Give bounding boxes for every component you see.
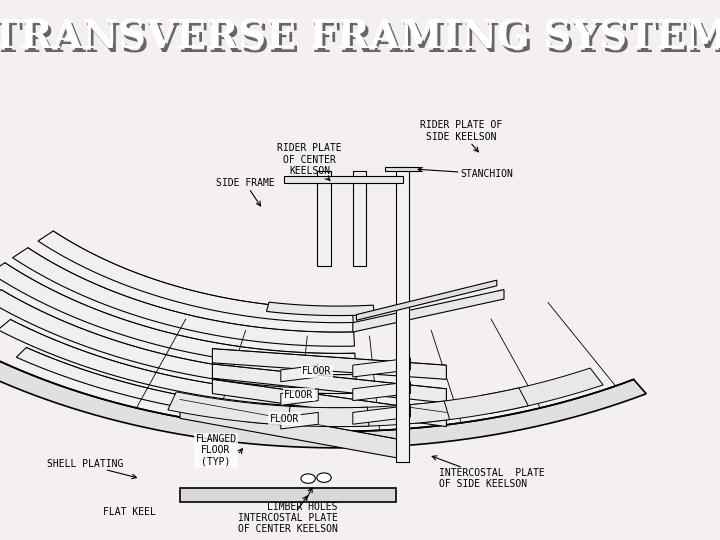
Polygon shape: [328, 401, 450, 427]
Polygon shape: [212, 379, 446, 427]
Polygon shape: [281, 389, 318, 406]
Polygon shape: [247, 403, 369, 427]
Polygon shape: [353, 172, 366, 266]
Polygon shape: [385, 167, 420, 172]
Polygon shape: [38, 231, 354, 322]
Polygon shape: [482, 368, 603, 414]
Text: FLOOR: FLOOR: [302, 366, 331, 376]
Text: INTERCOSTAL  PLATE
OF SIDE KEELSON: INTERCOSTAL PLATE OF SIDE KEELSON: [432, 456, 545, 489]
Polygon shape: [406, 388, 528, 424]
Circle shape: [301, 474, 315, 483]
Text: TRANSVERSE FRAMING SYSTEM: TRANSVERSE FRAMING SYSTEM: [0, 19, 720, 57]
Polygon shape: [281, 365, 318, 382]
Polygon shape: [168, 392, 290, 425]
Text: FLANGED
FLOOR
(TYP): FLANGED FLOOR (TYP): [195, 434, 237, 467]
Text: RIDER PLATE OF
SIDE KEELSON: RIDER PLATE OF SIDE KEELSON: [420, 120, 502, 152]
Polygon shape: [0, 318, 647, 448]
Polygon shape: [212, 349, 446, 379]
Polygon shape: [356, 280, 497, 320]
Polygon shape: [12, 248, 354, 346]
Polygon shape: [396, 167, 409, 462]
Text: TRANSVERSE FRAMING SYSTEM: TRANSVERSE FRAMING SYSTEM: [0, 23, 720, 61]
Polygon shape: [0, 289, 356, 389]
Text: INTERCOSTAL PLATE
OF CENTER KEELSON: INTERCOSTAL PLATE OF CENTER KEELSON: [238, 496, 338, 534]
Polygon shape: [180, 400, 407, 460]
Polygon shape: [212, 364, 446, 403]
Text: SHELL PLATING: SHELL PLATING: [47, 460, 137, 478]
Polygon shape: [353, 289, 504, 332]
Polygon shape: [180, 488, 396, 502]
Polygon shape: [0, 263, 356, 368]
Text: RIDER PLATE
OF CENTER
KEELSON: RIDER PLATE OF CENTER KEELSON: [277, 143, 342, 180]
Text: FLOOR: FLOOR: [284, 390, 313, 400]
Polygon shape: [353, 358, 410, 377]
Polygon shape: [353, 382, 410, 401]
Text: SIDE FRAME: SIDE FRAME: [216, 178, 275, 206]
Polygon shape: [281, 413, 318, 429]
Polygon shape: [17, 347, 359, 422]
Text: STANCHION: STANCHION: [418, 167, 513, 179]
Text: FLOOR: FLOOR: [270, 414, 299, 423]
Circle shape: [317, 473, 331, 482]
Polygon shape: [0, 319, 358, 407]
Polygon shape: [266, 302, 374, 315]
Polygon shape: [284, 176, 403, 183]
Text: FLAT KEEL: FLAT KEEL: [103, 507, 156, 517]
Polygon shape: [317, 172, 331, 266]
Polygon shape: [353, 406, 410, 424]
Text: LIMBER HOLES: LIMBER HOLES: [267, 488, 338, 512]
